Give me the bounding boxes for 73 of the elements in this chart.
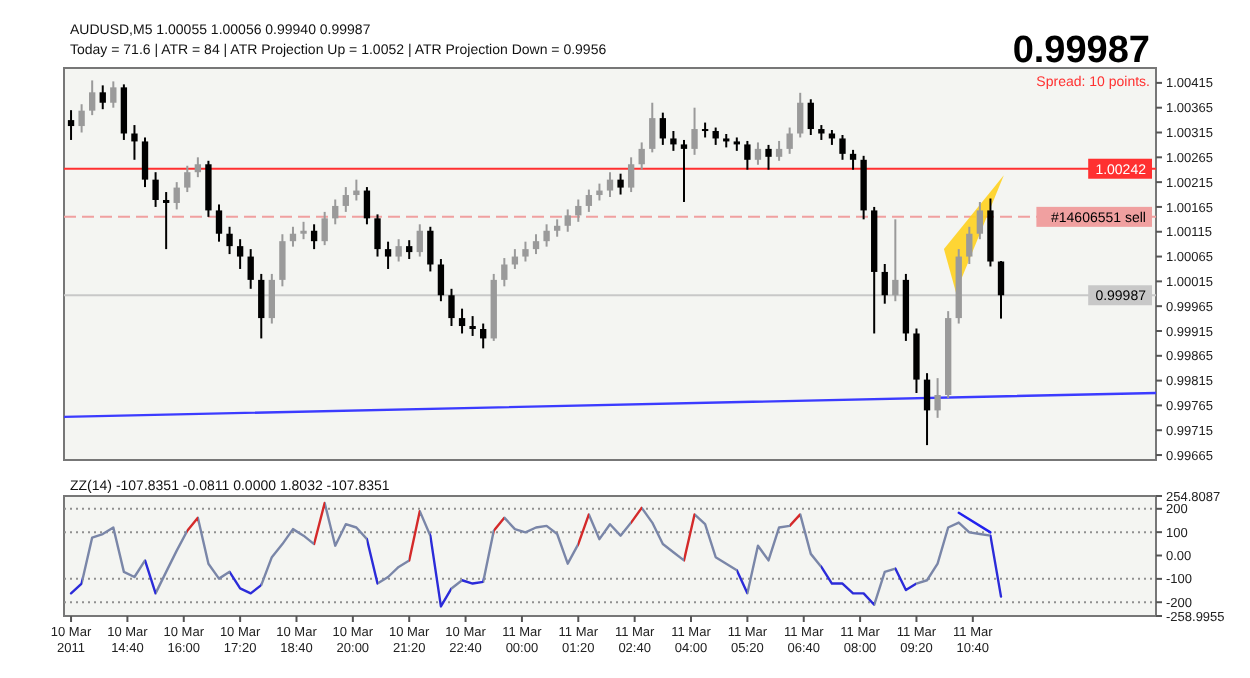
candlestick — [162, 191, 170, 251]
candlestick — [120, 83, 128, 141]
candlestick — [775, 139, 783, 162]
candlestick — [67, 109, 75, 141]
candlestick — [99, 84, 106, 111]
candlestick — [427, 225, 434, 273]
candlestick — [184, 164, 191, 194]
candlestick — [575, 198, 582, 223]
candlestick — [617, 172, 624, 196]
candlestick — [332, 198, 339, 226]
candlestick — [268, 272, 275, 325]
candlestick — [670, 130, 677, 152]
candlestick — [416, 223, 423, 258]
candlestick — [363, 186, 371, 226]
candlestick — [997, 260, 1005, 320]
candlestick — [585, 188, 593, 213]
candlestick — [321, 210, 328, 247]
candlestick — [173, 181, 180, 211]
annotation: 0.99987 — [1012, 30, 1150, 72]
candlestick — [258, 272, 265, 340]
candlestick — [226, 225, 233, 256]
candlestick — [194, 156, 202, 179]
candlestick — [976, 200, 984, 241]
candlestick — [236, 238, 244, 270]
candlestick — [247, 248, 254, 290]
candlestick — [353, 178, 360, 202]
candlestick — [606, 171, 614, 199]
candlestick — [310, 223, 318, 251]
candlestick — [458, 307, 466, 335]
candlestick — [279, 233, 286, 288]
candlestick — [205, 159, 212, 218]
candlestick — [649, 101, 656, 154]
candlestick — [469, 315, 476, 337]
candlestick — [501, 257, 508, 288]
candlestick — [522, 240, 529, 263]
candlestick — [849, 148, 857, 171]
candlestick — [406, 239, 413, 261]
candlestick — [881, 263, 888, 305]
candlestick — [691, 106, 698, 156]
candlestick — [141, 136, 149, 189]
candlestick — [786, 126, 793, 155]
candlestick — [680, 138, 688, 203]
candlestick — [342, 186, 349, 213]
candlestick — [807, 98, 814, 136]
candlestick — [966, 225, 973, 265]
candlestick — [934, 377, 941, 419]
candlestick — [754, 141, 762, 166]
candlestick — [797, 91, 804, 139]
candlestick — [532, 233, 540, 256]
candlestick — [913, 327, 920, 395]
candlestick — [638, 141, 645, 171]
candlestick — [765, 143, 772, 171]
candlestick — [839, 133, 846, 161]
candlestick — [395, 238, 402, 263]
line-series — [69, 501, 1003, 608]
candlestick — [131, 124, 138, 161]
candlestick — [923, 372, 931, 447]
candlestick — [480, 322, 487, 350]
candlestick — [374, 213, 381, 258]
candlestick — [384, 240, 392, 270]
candlestick — [89, 79, 96, 117]
candlestick — [448, 287, 455, 328]
candlestick — [215, 203, 223, 243]
candlestick — [543, 223, 550, 248]
candlestick — [564, 208, 571, 233]
candlestick — [659, 111, 667, 146]
candlestick — [437, 258, 445, 303]
candlestick — [152, 171, 159, 208]
candlestick — [110, 80, 117, 109]
candlestick — [78, 103, 85, 134]
candlestick — [744, 139, 751, 171]
candlestick — [892, 218, 899, 303]
candlestick — [627, 156, 635, 194]
